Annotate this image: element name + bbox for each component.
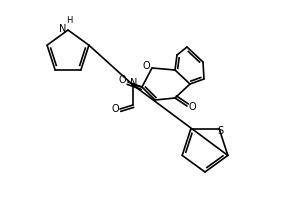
Text: H: H <box>66 16 72 25</box>
Text: N: N <box>130 78 138 88</box>
Text: O: O <box>142 61 150 71</box>
Text: O: O <box>188 102 196 112</box>
Text: O: O <box>111 104 119 114</box>
Text: N: N <box>59 24 67 34</box>
Text: S: S <box>217 126 223 136</box>
Text: O: O <box>118 75 126 85</box>
